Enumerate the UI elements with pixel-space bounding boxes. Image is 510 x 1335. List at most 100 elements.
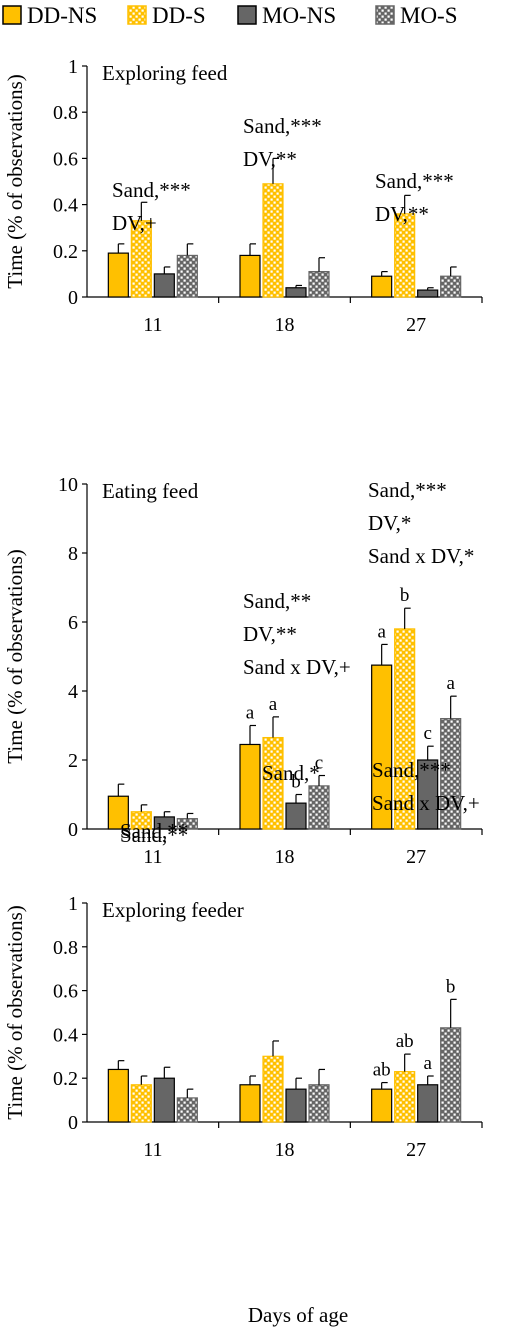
significance-letter: a [377,621,386,642]
x-axis-label: Days of age [248,1303,348,1327]
y-tick-label: 0.6 [53,981,78,1003]
bar-mo-s-18 [308,270,330,298]
x-category-label-18: 18 [275,846,295,868]
y-tick-label: 10 [58,474,78,496]
y-tick-label: 8 [68,543,78,565]
significance-letter: a [246,703,255,724]
bar-mo-s-27 [440,275,462,298]
bar-mo-ns-18 [285,287,307,298]
y-tick-label: 0 [68,287,78,309]
y-tick-label: 4 [68,681,78,703]
stats-annotation: Sand,** [120,819,188,843]
y-tick-label: 1 [68,56,78,78]
bar-dd-s-27 [394,1071,416,1123]
legend-swatch-dd-s [127,5,147,25]
y-tick-label: 1 [68,893,78,915]
stats-annotation: DV,** [243,147,297,171]
y-tick-label: 6 [68,612,78,634]
stats-annotation: Sand,*** [243,114,322,138]
significance-letter: ab [396,1031,414,1052]
bar-mo-ns-18 [285,802,307,830]
y-tick-label: 0.8 [53,937,78,959]
stats-annotation: Sand x DV,* [368,544,474,568]
y-axis-label: Time (% of observations) [3,74,27,288]
significance-letter: b [400,585,410,606]
stats-annotation: Sand,*** [112,178,191,202]
bar-dd-ns-18 [239,1084,261,1123]
chart-title: Eating feed [102,479,199,503]
y-tick-label: 0.4 [53,195,78,217]
stats-annotation: Sand,** [243,589,311,613]
legend-swatch-mo-s [375,5,395,25]
stats-annotation: Sand x DV,+ [372,791,480,815]
bar-mo-ns-27 [417,1084,439,1123]
bar-dd-ns-27 [371,1088,393,1123]
significance-letter: b [291,772,301,793]
bar-mo-ns-11 [153,273,175,298]
bar-dd-ns-18 [239,254,261,298]
bar-mo-s-18 [308,785,330,830]
x-category-label-11: 11 [143,846,162,868]
bar-dd-s-11 [130,1084,152,1123]
bar-mo-s-11 [176,254,198,298]
legend-swatch-mo-ns [237,5,257,25]
legend-swatch-dd-ns [2,5,22,25]
legend-label-dd-ns: DD-NS [27,3,97,28]
y-tick-label: 0.4 [53,1024,78,1046]
significance-letter: a [423,1053,432,1074]
chart-title: Exploring feeder [102,898,244,922]
y-axis-label: Time (% of observations) [3,905,27,1119]
significance-letter: ab [373,1060,391,1081]
bar-dd-s-27 [394,213,416,298]
significance-letter: a [446,673,455,694]
y-tick-label: 0.6 [53,148,78,170]
bar-mo-s-18 [308,1084,330,1123]
panel-eating-feed: 0 2 4 6 8 10 11 18 27 Time (% of observations) Eat… [3,474,483,868]
stats-annotation: Sand,*** [375,169,454,193]
stats-annotation: Sand,*** [372,758,451,782]
bar-dd-ns-18 [239,743,261,830]
x-category-label-27: 27 [406,314,426,336]
x-category-label-18: 18 [275,314,295,336]
x-category-label-11: 11 [143,314,162,336]
legend-item-mo-s: MO-S [375,3,458,28]
stats-annotation: DV,** [243,622,297,646]
legend-label-mo-s: MO-S [400,3,458,28]
chart-title: Exploring feed [102,61,228,85]
x-category-label-18: 18 [275,1139,295,1161]
bar-mo-ns-11 [153,1077,175,1123]
bar-mo-s-11 [176,1097,198,1123]
x-category-label-27: 27 [406,1139,426,1161]
legend-item-dd-ns: DD-NS [2,3,97,28]
significance-letter: b [446,976,456,997]
x-category-label-11: 11 [143,1139,162,1161]
significance-letter: c [315,753,323,774]
legend-item-dd-s: DD-S [127,3,206,28]
y-tick-label: 0 [68,1112,78,1134]
stats-annotation: Sand x DV,+ [243,655,351,679]
y-tick-label: 0.2 [53,1068,78,1090]
y-tick-label: 2 [68,750,78,772]
legend: DD-NS DD-S MO-NS MO-S [2,3,458,28]
legend-label-mo-ns: MO-NS [262,3,336,28]
y-tick-label: 0.8 [53,102,78,124]
bar-mo-ns-27 [417,289,439,298]
stats-annotation: Sand,*** [368,478,447,502]
bar-dd-ns-27 [371,275,393,298]
legend-label-dd-s: DD-S [152,3,206,28]
legend-item-mo-ns: MO-NS [237,3,336,28]
significance-letter: a [269,694,278,715]
bar-dd-s-18 [262,1055,284,1123]
x-category-label-27: 27 [406,846,426,868]
y-tick-label: 0 [68,819,78,841]
bar-dd-ns-11 [107,1068,129,1123]
stats-annotation: DV,** [375,202,429,226]
stats-annotation: Sand,* [262,761,320,785]
bar-mo-ns-18 [285,1088,307,1123]
stats-annotation: Sand,** [120,823,188,847]
bar-mo-s-27 [440,1027,462,1123]
bar-dd-s-18 [262,183,284,298]
bar-dd-ns-11 [107,252,129,298]
